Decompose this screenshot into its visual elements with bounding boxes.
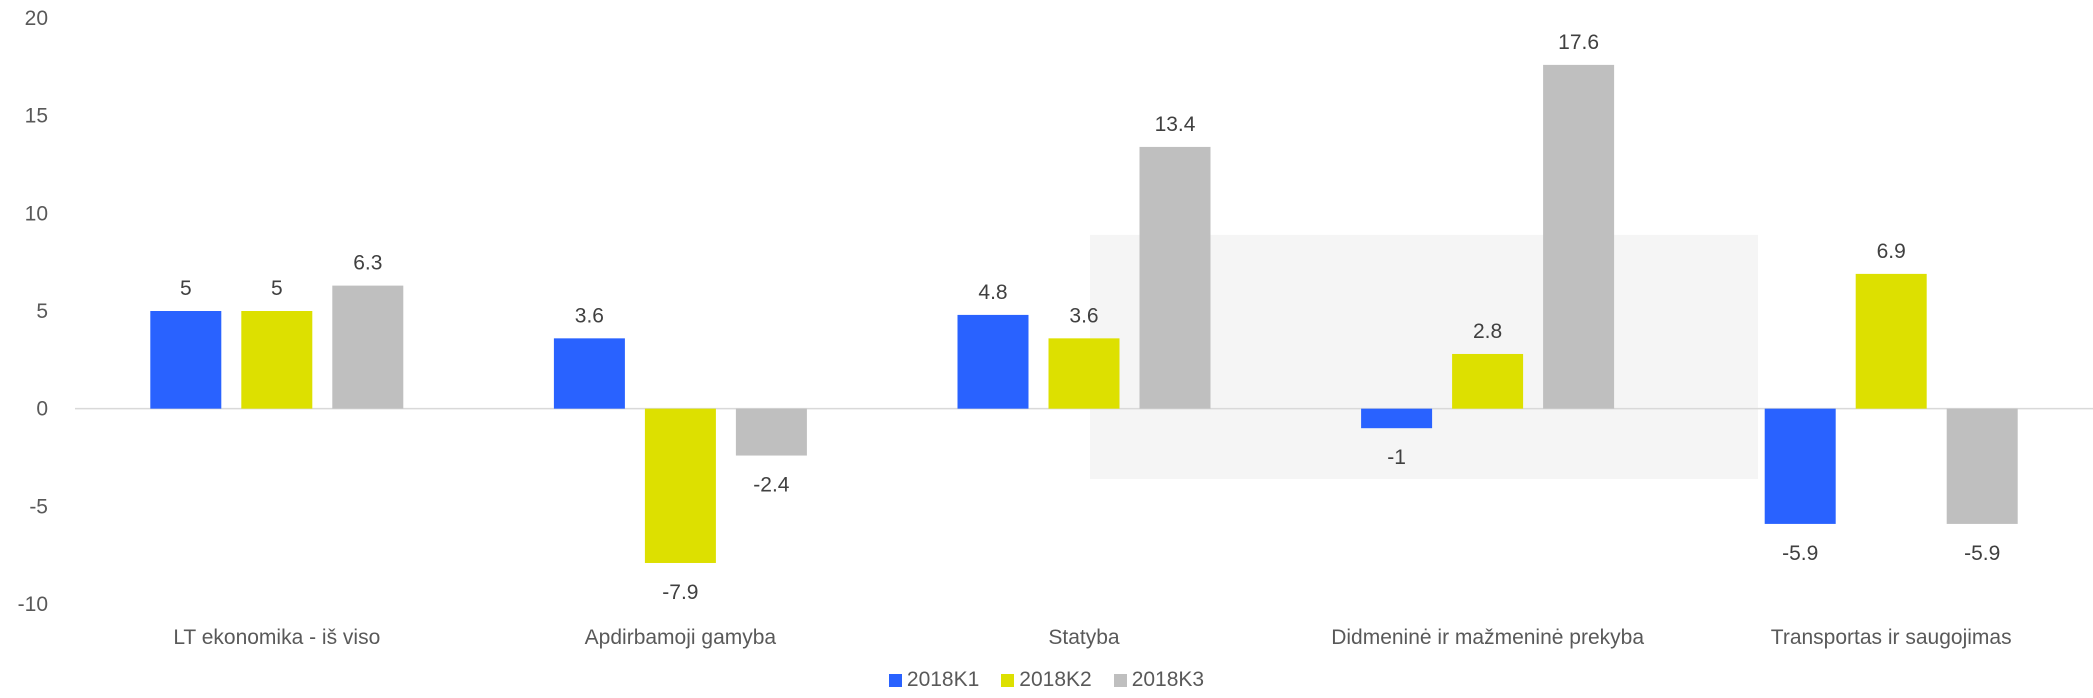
- y-tick-label: 20: [25, 7, 48, 30]
- bar: [241, 311, 313, 409]
- data-label: -2.4: [753, 474, 790, 497]
- data-label: 13.4: [1155, 113, 1196, 136]
- bar: [1452, 353, 1524, 409]
- bar: [1946, 408, 2018, 524]
- legend-label-series-1: 2018K1: [906, 668, 980, 691]
- bar: [735, 408, 807, 456]
- category-label: Statyba: [1048, 626, 1120, 649]
- bar: [150, 311, 222, 409]
- data-label: 5: [180, 277, 192, 300]
- legend-item-series-1: 2018K1: [888, 668, 980, 692]
- category-label: Apdirbamoji gamyba: [585, 626, 777, 649]
- y-tick-label: 15: [25, 105, 48, 128]
- category-label: LT ekonomika - iš viso: [173, 626, 380, 649]
- data-label: -5.9: [1782, 542, 1818, 565]
- y-tick-label: -5: [29, 495, 48, 518]
- legend-swatch-series-3: [1113, 673, 1127, 687]
- data-label: 3.6: [575, 304, 604, 327]
- data-label: 6.3: [353, 252, 382, 275]
- legend: 2018K1 2018K2 2018K3: [0, 668, 2093, 692]
- bar: [332, 285, 404, 409]
- data-label: -1: [1387, 446, 1406, 469]
- y-tick-label: -10: [18, 593, 48, 616]
- data-label: 3.6: [1069, 304, 1098, 327]
- legend-swatch-series-2: [1001, 673, 1015, 687]
- legend-label-series-2: 2018K2: [1019, 668, 1092, 691]
- category-label: Didmeninė ir mažmeninė prekyba: [1331, 626, 1644, 649]
- data-label: 6.9: [1877, 240, 1906, 263]
- y-tick-label: 5: [36, 300, 48, 323]
- legend-item-series-3: 2018K3: [1113, 668, 1205, 692]
- category-label: Transportas ir saugojimas: [1771, 626, 2012, 649]
- y-tick-label: 0: [36, 398, 48, 421]
- data-label: 17.6: [1558, 31, 1599, 54]
- data-label: 4.8: [978, 281, 1007, 304]
- legend-item-series-2: 2018K2: [1001, 668, 1092, 692]
- legend-swatch-series-1: [888, 673, 902, 687]
- legend-label-series-3: 2018K3: [1131, 668, 1205, 691]
- bar: [1764, 408, 1836, 524]
- bar: [1543, 64, 1615, 409]
- bar: [1361, 408, 1433, 429]
- data-label: 5: [271, 277, 283, 300]
- bar: [1139, 146, 1211, 409]
- y-tick-label: 10: [25, 202, 48, 225]
- data-label: -5.9: [1964, 542, 2000, 565]
- bar: [553, 338, 625, 409]
- data-label: 2.8: [1473, 320, 1502, 343]
- bar: [1855, 273, 1927, 409]
- bar: [1048, 338, 1120, 409]
- data-label: -7.9: [662, 581, 698, 604]
- bar-chart: -10 -5 0 5 10 15 20 LT ekonomika - iš viso 5 5 6.…: [18, 7, 2093, 649]
- bar: [957, 314, 1029, 409]
- bar: [644, 408, 716, 563]
